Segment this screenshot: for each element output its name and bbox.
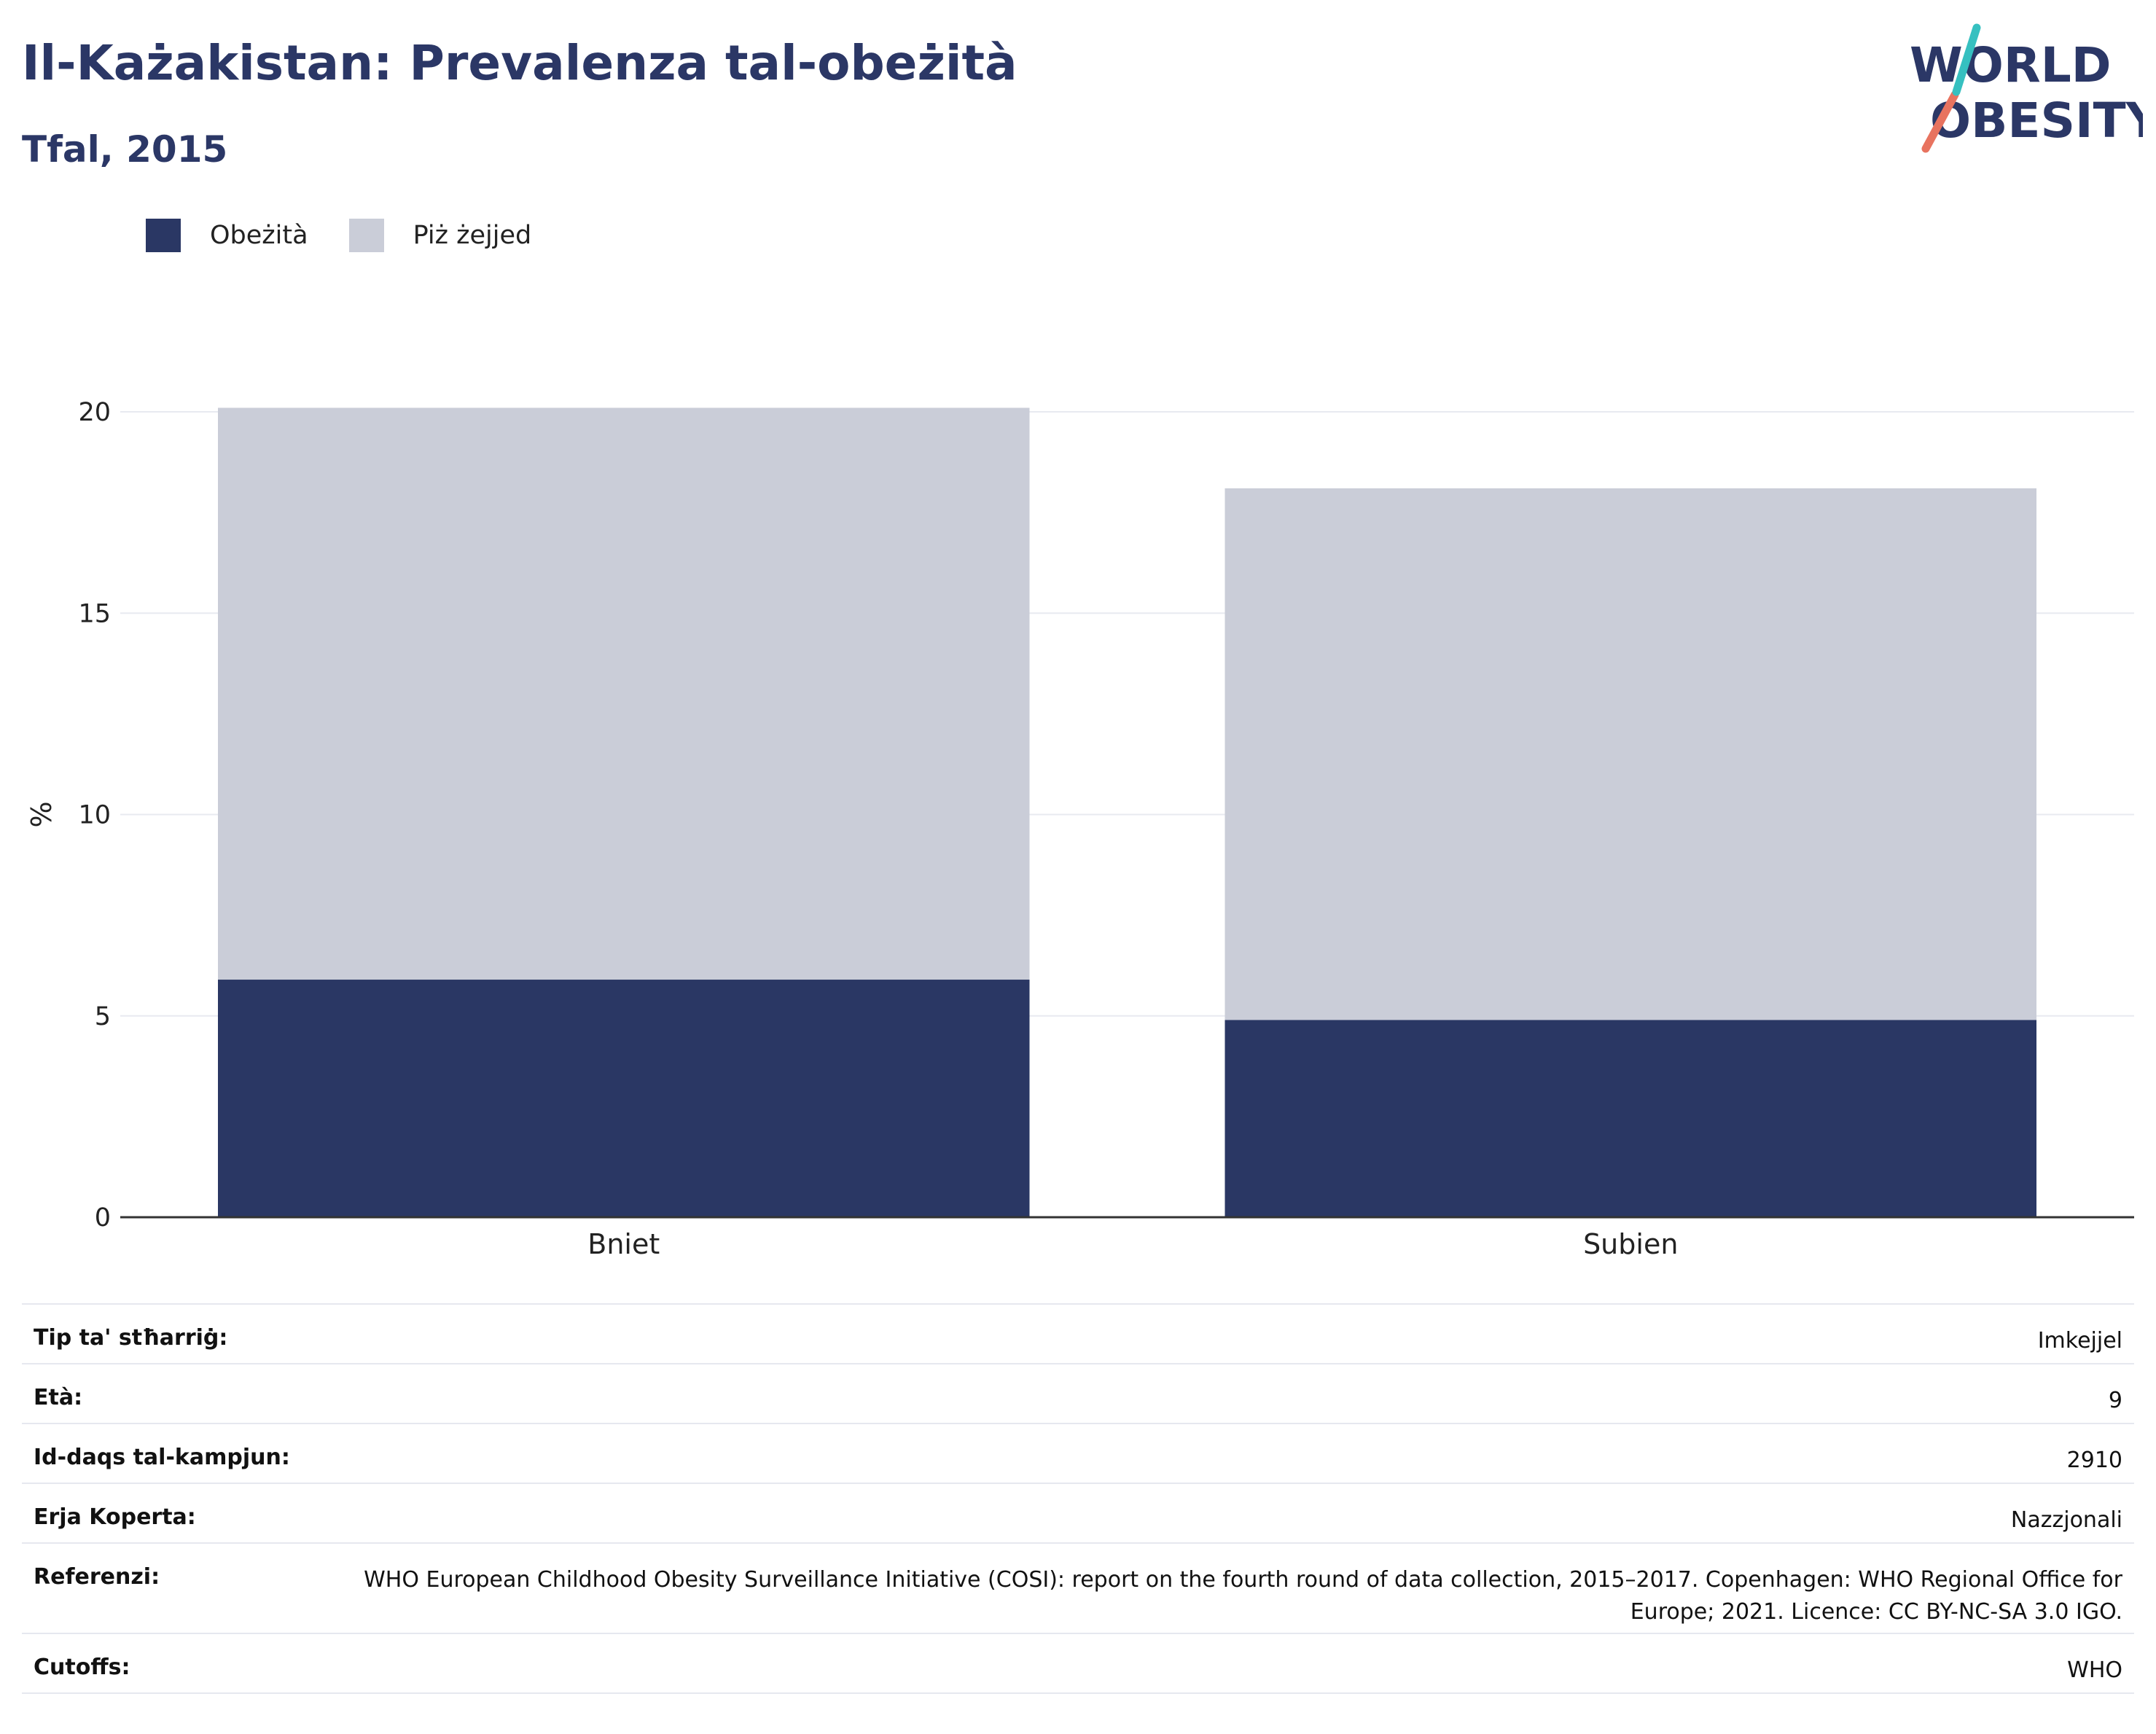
y-tick-label: 0 (95, 1203, 111, 1233)
legend-swatch-overweight (348, 219, 384, 252)
legend-label-overweight: Piż żejjed (413, 221, 532, 250)
chart-title: Il-Każakistan: Prevalenza tal-obeżità (22, 35, 1018, 91)
info-label: Tip ta' stħarriġ: (22, 1303, 302, 1364)
info-value: Imkejjel (301, 1303, 2134, 1364)
info-value: 9 (301, 1363, 2134, 1424)
y-tick-label: 20 (78, 398, 111, 427)
y-tick-label: 10 (78, 801, 111, 830)
world-obesity-logo: WORLD OBESITY (1910, 20, 2156, 159)
logo-line2: OBESITY (1930, 93, 2143, 149)
info-label: Cutoffs: (22, 1633, 302, 1694)
world-obesity-logo-graphic: WORLD OBESITY (1910, 23, 2156, 153)
bar-obesity (218, 980, 1030, 1217)
info-row: Erja Koperta: Nazzjonali (22, 1483, 2134, 1544)
bar-chart: 0 5 10 15 20% Bniet Subien (26, 398, 2134, 1260)
bar-overweight (218, 407, 1030, 980)
x-tick-label: Bniet (587, 1228, 660, 1260)
info-row: Cutoffs: WHO (22, 1633, 2134, 1694)
info-label: Età: (22, 1363, 302, 1424)
y-tick-label: 15 (78, 599, 111, 628)
bar-overweight (1225, 488, 2036, 1020)
info-value: 2910 (301, 1423, 2134, 1484)
y-axis-label: % (26, 801, 58, 827)
legend-item-obesity: Obeżità (146, 219, 308, 252)
info-row: Referenzi: WHO European Childhood Obesity… (22, 1542, 2134, 1634)
info-row: Tip ta' stħarriġ: Imkejjel (22, 1303, 2134, 1364)
info-label: Referenzi: (22, 1542, 302, 1634)
chart-legend: Obeżità Piż żejjed (146, 219, 572, 252)
info-value: Nazzjonali (301, 1483, 2134, 1544)
legend-label-obesity: Obeżità (210, 221, 308, 250)
legend-item-overweight: Piż żejjed (348, 219, 532, 252)
info-table: Tip ta' stħarriġ: Imkejjel Età: 9 Id-daqs ta… (22, 1303, 2134, 1694)
info-row: Id-daqs tal-kampjun: 2910 (22, 1423, 2134, 1484)
legend-swatch-obesity (146, 219, 181, 252)
logo-line1: WORLD (1910, 37, 2112, 93)
info-row: Età: 9 (22, 1363, 2134, 1424)
info-label: Erja Koperta: (22, 1483, 302, 1544)
y-tick-label: 5 (95, 1002, 111, 1031)
info-label: Id-daqs tal-kampjun: (22, 1423, 302, 1484)
info-value: WHO (301, 1633, 2134, 1694)
chart-subtitle: Tfal, 2015 (22, 128, 228, 171)
info-value: WHO European Childhood Obesity Surveilla… (301, 1542, 2134, 1634)
x-tick-label: Subien (1583, 1228, 1678, 1260)
bar-obesity (1225, 1020, 2036, 1217)
